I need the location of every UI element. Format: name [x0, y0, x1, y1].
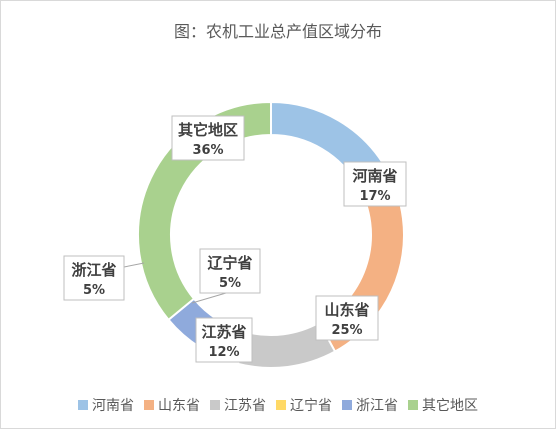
- data-label-category: 浙江省: [71, 261, 116, 279]
- legend-item-6: 其它地区: [408, 395, 478, 415]
- legend-swatch: [342, 400, 352, 410]
- legend-label: 江苏省: [224, 398, 266, 414]
- data-label-category: 辽宁省: [207, 254, 252, 272]
- legend-label: 其它地区: [422, 398, 478, 414]
- legend-label: 辽宁省: [290, 398, 332, 414]
- legend-swatch: [408, 400, 418, 410]
- data-label-3: 江苏省 12%: [195, 317, 253, 363]
- data-label-5: 浙江省 5%: [63, 255, 125, 301]
- data-label-value: 17%: [359, 189, 390, 204]
- data-label-box: [343, 161, 407, 207]
- legend-item-1: 河南省: [78, 395, 134, 415]
- data-label-box: [315, 295, 379, 341]
- data-label-6: 其它地区 36%: [171, 115, 245, 161]
- data-label-box: [195, 317, 253, 363]
- chart-title: 图：农机工业总产值区域分布: [173, 22, 382, 41]
- data-label-value: 25%: [331, 323, 362, 338]
- data-label-2: 山东省 25%: [315, 295, 379, 341]
- leader-line-5: [123, 262, 145, 268]
- legend-swatch: [276, 400, 286, 410]
- data-label-value: 5%: [83, 283, 105, 298]
- data-label-value: 36%: [192, 143, 223, 158]
- chart-legend: 河南省 山东省 江苏省 辽宁省 浙江省 其它地区: [0, 395, 556, 415]
- data-label-category: 山东省: [324, 301, 369, 319]
- legend-label: 山东省: [158, 398, 200, 414]
- legend-swatch: [210, 400, 220, 410]
- data-label-4: 辽宁省 5%: [199, 248, 261, 294]
- data-label-box: [63, 255, 125, 301]
- legend-label: 浙江省: [356, 398, 398, 414]
- data-label-value: 12%: [208, 345, 239, 360]
- data-label-category: 河南省: [352, 167, 397, 185]
- data-label-category: 江苏省: [201, 323, 246, 341]
- legend-item-2: 山东省: [144, 395, 200, 415]
- leader-line-4: [191, 292, 227, 304]
- legend-item-3: 江苏省: [210, 395, 266, 415]
- data-label-box: [199, 248, 261, 294]
- legend-swatch: [144, 400, 154, 410]
- data-label-1: 河南省 17%: [343, 161, 407, 207]
- legend-label: 河南省: [92, 398, 134, 414]
- legend-item-4: 辽宁省: [276, 395, 332, 415]
- data-label-box: [171, 115, 245, 161]
- legend-swatch: [78, 400, 88, 410]
- legend-item-5: 浙江省: [342, 395, 398, 415]
- data-label-category: 其它地区: [178, 121, 238, 139]
- data-label-value: 5%: [219, 276, 241, 291]
- donut-slice-6: [137, 100, 272, 322]
